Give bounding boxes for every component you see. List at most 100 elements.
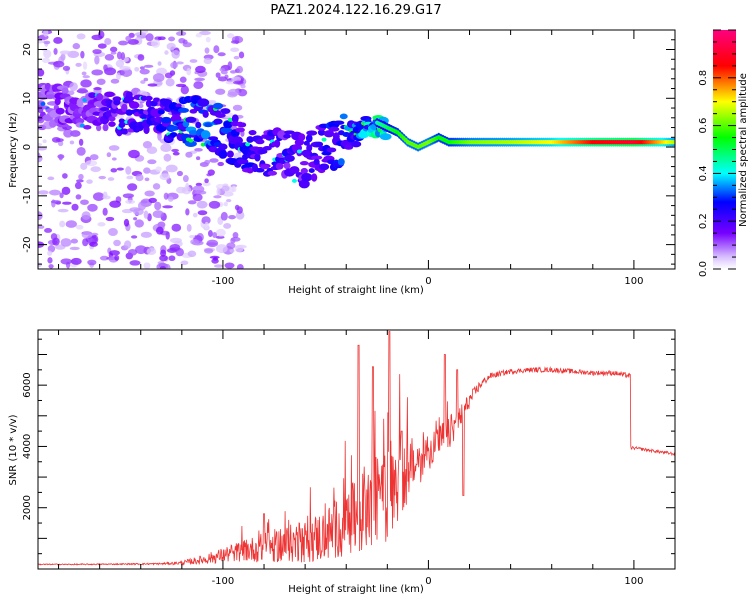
heatmap-cell [43,40,51,45]
y-tick-label: 20 [22,43,33,56]
heatmap-cell [228,214,236,220]
heatmap-cell [299,161,309,166]
heatmap-cell [47,257,53,264]
heatmap-cell [157,36,166,41]
heatmap-cell [154,201,162,211]
heatmap-cell [257,149,268,155]
heatmap-cell [189,59,198,63]
heatmap-cell [262,146,272,151]
heatmap-cell [246,136,254,143]
heatmap-cell [194,77,205,82]
heatmap-cell [318,163,330,171]
heatmap-cell [230,237,236,244]
heatmap-cell [195,33,203,38]
heatmap-cell [118,122,126,128]
heatmap-cell [350,140,362,148]
spectrogram-plot-area [38,30,675,269]
heatmap-cell [180,85,189,95]
heatmap-cell [215,244,228,254]
heatmap-cell [168,36,176,42]
heatmap-cell [185,182,190,192]
heatmap-cell [65,220,77,228]
heatmap-cell [180,260,189,266]
heatmap-cell [245,142,251,147]
heatmap-cell [308,168,315,174]
heatmap-cell [120,68,133,77]
heatmap-cell [143,210,149,219]
heatmap-cell [85,160,98,167]
heatmap-cell [218,149,228,159]
heatmap-cell [275,162,284,170]
heatmap-cell [97,30,105,39]
heatmap-cell [119,65,131,71]
heatmap-cell [145,95,153,101]
heatmap-cell [116,51,122,60]
heatmap-cell [38,104,44,114]
heatmap-cell [328,126,340,132]
heatmap-cell [82,61,88,70]
heatmap-cell [324,131,334,138]
heatmap-cell [159,173,171,181]
heatmap-cell [291,178,297,183]
heatmap-cell [159,254,168,262]
heatmap-cell [47,250,53,256]
heatmap-cell [147,159,157,165]
heatmap-cell [53,47,58,55]
heatmap-cell [75,194,82,200]
heatmap-cell [140,95,148,101]
heatmap-cell [192,193,203,202]
heatmap-cell [98,175,106,180]
heatmap-cell [227,88,240,97]
heatmap-cell [152,210,164,218]
heatmap-cell [184,140,197,147]
heatmap-cell [236,65,244,74]
heatmap-cell [226,199,232,203]
heatmap-cell [151,39,161,48]
heatmap-cell [118,40,129,46]
heatmap-cell [125,166,132,175]
heatmap-cell [144,177,150,182]
heatmap-cell [121,103,128,113]
heatmap-cell [143,64,154,68]
heatmap-cell [313,158,320,166]
heatmap-cell [76,33,86,40]
spectrogram-xlabel: Height of straight line (km) [288,285,424,296]
heatmap-cell [131,235,138,239]
heatmap-cell [102,207,108,216]
heatmap-cell [38,142,43,147]
colorbar-tick-label: 0.2 [698,213,709,229]
heatmap-cell [110,168,118,173]
heatmap-cell [197,98,210,107]
heatmap-cell [301,172,313,182]
heatmap-cell [116,167,124,171]
heatmap-cell [87,259,97,266]
heatmap-cell [170,61,178,69]
heatmap-cell [125,199,136,204]
heatmap-cell [129,207,141,212]
heatmap-cell [162,205,174,209]
heatmap-cell [231,185,237,193]
heatmap-cell [140,114,148,119]
heatmap-cell [217,76,228,82]
heatmap-cell [185,116,197,123]
heatmap-cell [82,75,90,79]
heatmap-cell [169,132,178,138]
heatmap-cell [74,181,82,190]
heatmap-cell [231,114,239,123]
heatmap-cell [50,200,62,204]
heatmap-cell [93,87,102,91]
heatmap-cell [171,49,180,59]
heatmap-cell [315,141,324,147]
heatmap-cell [148,197,157,204]
heatmap-cell [69,140,75,145]
heatmap-cell [86,179,93,184]
heatmap-cell [78,173,84,180]
colorbar-tick-label: 0.6 [698,118,709,134]
heatmap-cell [192,185,205,193]
heatmap-cell [107,177,115,181]
heatmap-cell [284,154,295,162]
snr-ticks: -100 0 100 2000 4000 6000 [22,330,676,587]
heatmap-cell [104,53,115,61]
heatmap-cell [220,70,228,75]
